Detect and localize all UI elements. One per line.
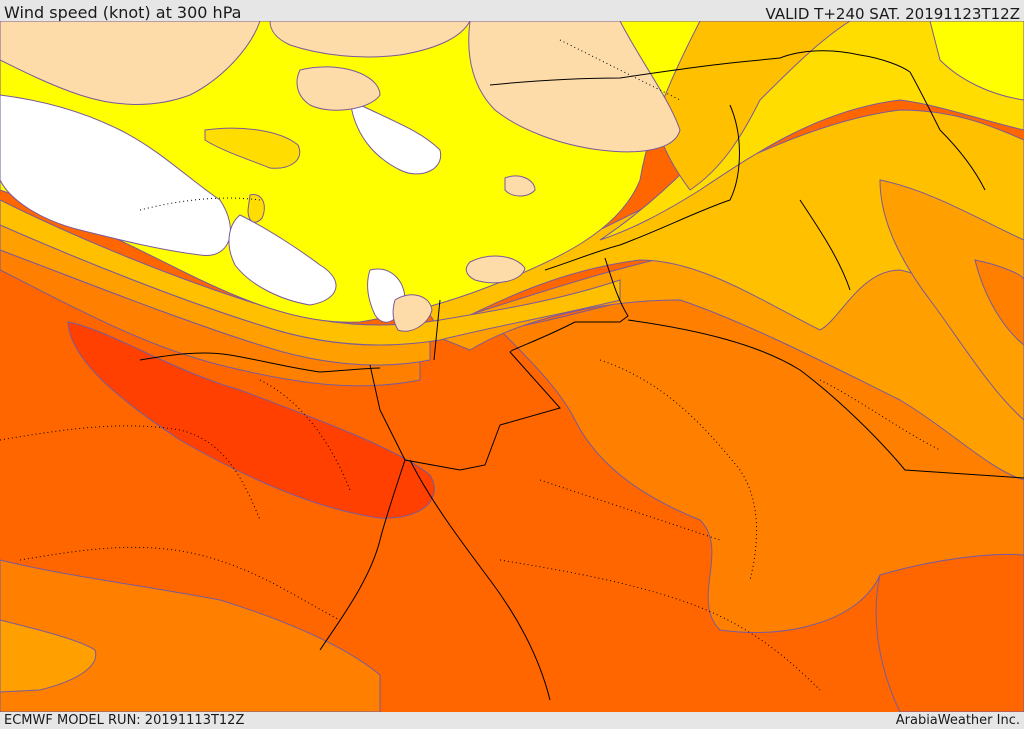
land-tan-coast — [392, 294, 433, 332]
band-white-north — [349, 99, 442, 175]
valid-time: VALID T+240 SAT. 20191123T12Z — [765, 5, 1020, 23]
country-borders — [369, 50, 1024, 479]
wind-speed-map — [0, 21, 1024, 712]
band-gold-patch — [204, 127, 301, 169]
band-white-center — [228, 214, 337, 306]
land-tan-nw — [0, 21, 261, 105]
land-tan-ne — [468, 21, 681, 153]
band-orange-light-south — [0, 619, 97, 693]
band-gold-patch-small — [247, 194, 265, 223]
band-orange-light-tongue — [879, 179, 1024, 421]
model-run-label: ECMWF MODEL RUN: 20191113T12Z — [4, 713, 245, 728]
band-orange-dark-se — [875, 553, 1024, 712]
land-tan-sinai — [465, 255, 526, 284]
band-red-core — [67, 321, 435, 519]
province-borders — [0, 39, 941, 691]
map-canvas — [0, 21, 1024, 712]
band-orange-south — [0, 559, 381, 712]
footer-bar: ECMWF MODEL RUN: 20191113T12Z ArabiaWeat… — [0, 712, 1024, 729]
header-bar: Wind speed (knot) at 300 hPa VALID T+240… — [0, 0, 1024, 23]
credit-label: ArabiaWeather Inc. — [895, 713, 1020, 728]
land-tan-dot — [504, 175, 536, 197]
map-title: Wind speed (knot) at 300 hPa — [4, 3, 242, 22]
land-tan-small — [296, 66, 381, 111]
land-tan-n — [269, 21, 471, 58]
coastlines — [139, 199, 851, 701]
